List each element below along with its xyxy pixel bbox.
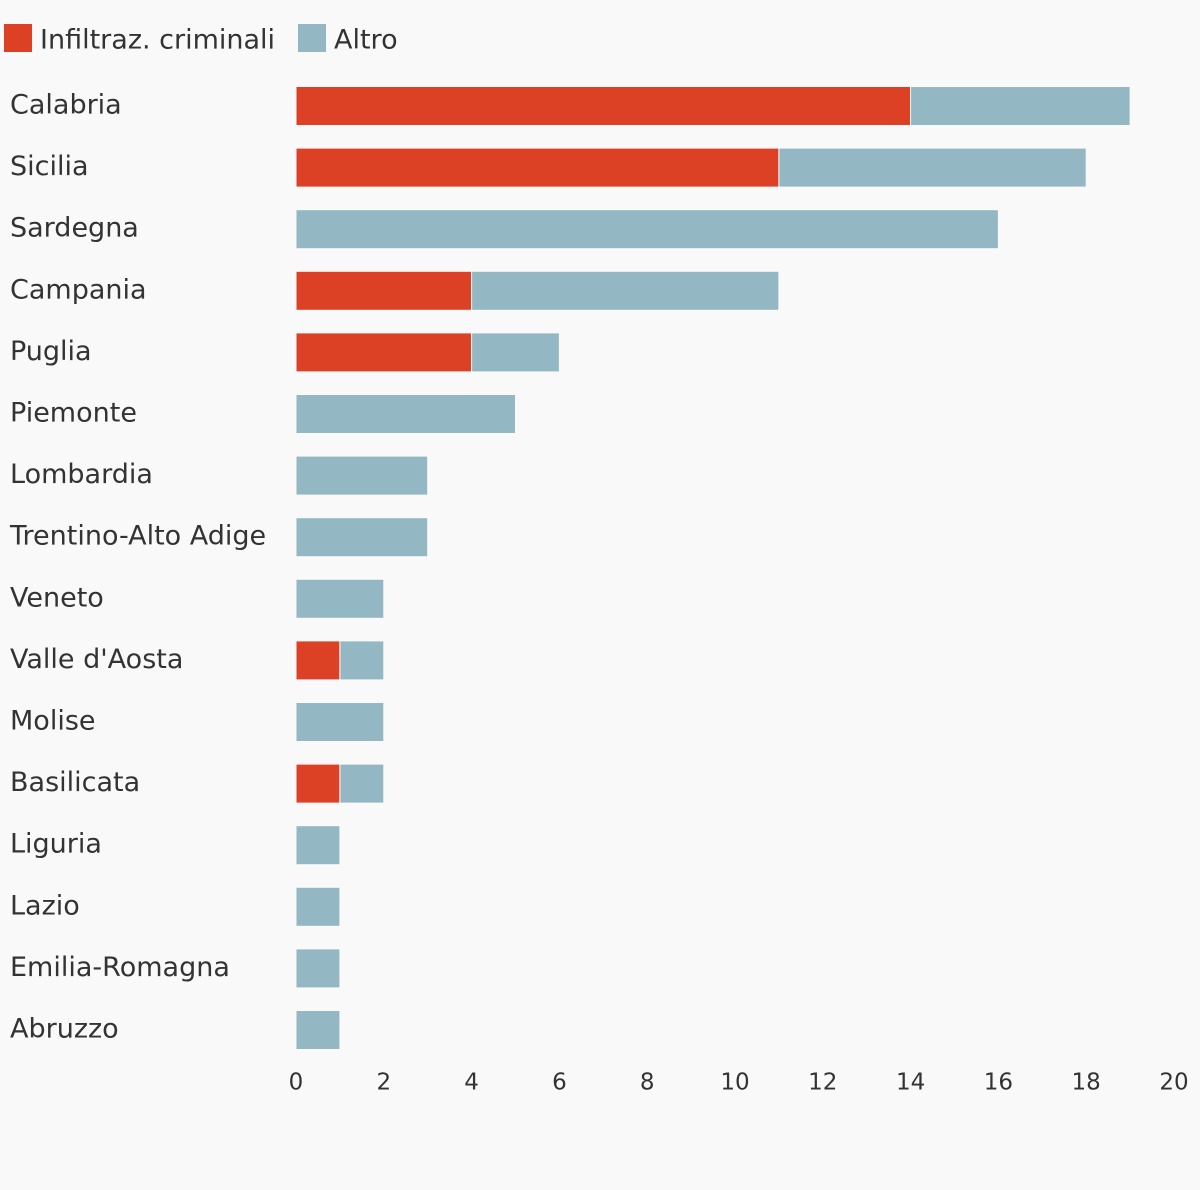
bar-basilicata-altro xyxy=(339,763,385,804)
x-tick-label-18: 18 xyxy=(1072,1070,1101,1096)
x-tick-label-0: 0 xyxy=(289,1070,304,1096)
bar-sicilia-infiltraz-criminali xyxy=(295,147,780,188)
category-label-emilia-romagna: Emilia-Romagna xyxy=(10,952,230,983)
x-tick-label-14: 14 xyxy=(896,1070,925,1096)
bar-emilia-romagna-altro xyxy=(295,948,341,989)
x-tick-label-16: 16 xyxy=(984,1070,1013,1096)
bars xyxy=(295,86,1131,1050)
category-label-piemonte: Piemonte xyxy=(10,398,137,429)
category-label-veneto: Veneto xyxy=(10,582,104,613)
category-label-sicilia: Sicilia xyxy=(10,151,89,182)
bar-lazio-altro xyxy=(295,886,341,927)
x-tick-label-4: 4 xyxy=(464,1070,479,1096)
bar-sicilia-altro xyxy=(778,147,1087,188)
category-label-molise: Molise xyxy=(10,706,96,737)
bar-campania-infiltraz-criminali xyxy=(295,270,473,311)
category-label-campania: Campania xyxy=(10,274,147,305)
bar-calabria-infiltraz-criminali xyxy=(295,86,912,126)
category-label-calabria: Calabria xyxy=(10,90,122,121)
x-tick-label-2: 2 xyxy=(376,1070,391,1096)
bar-basilicata-infiltraz-criminali xyxy=(295,763,341,804)
legend-swatch-altro xyxy=(298,24,326,52)
bar-trentino-alto-adige-altro xyxy=(295,517,429,558)
x-tick-label-20: 20 xyxy=(1159,1070,1188,1096)
category-label-trentino-alto-adige: Trentino-Alto Adige xyxy=(9,521,266,552)
category-label-lombardia: Lombardia xyxy=(10,459,153,490)
category-label-liguria: Liguria xyxy=(10,829,102,860)
category-label-basilicata: Basilicata xyxy=(10,767,140,798)
bar-calabria-altro xyxy=(910,86,1131,126)
bar-valle-d-aosta-altro xyxy=(339,640,385,681)
category-label-valle-d-aosta: Valle d'Aosta xyxy=(10,644,183,675)
bar-piemonte-altro xyxy=(295,394,516,434)
bar-sardegna-altro xyxy=(295,209,999,250)
bar-liguria-altro xyxy=(295,825,341,866)
bar-valle-d-aosta-infiltraz-criminali xyxy=(295,640,341,681)
legend-swatch-infiltraz-criminali xyxy=(4,24,32,52)
x-tick-label-8: 8 xyxy=(640,1070,655,1096)
bar-puglia-infiltraz-criminali xyxy=(295,332,473,373)
x-tick-label-6: 6 xyxy=(552,1070,567,1096)
x-tick-label-12: 12 xyxy=(808,1070,837,1096)
bar-veneto-altro xyxy=(295,578,385,619)
x-axis: 0 2 4 6 8 10 12 14 16 18 20 xyxy=(289,1070,1189,1096)
category-label-puglia: Puglia xyxy=(10,336,92,367)
legend: Infiltraz. criminali Altro xyxy=(4,24,398,56)
category-label-sardegna: Sardegna xyxy=(10,213,139,244)
bar-lombardia-altro xyxy=(295,455,429,496)
category-label-abruzzo: Abruzzo xyxy=(10,1014,119,1045)
x-tick-label-10: 10 xyxy=(720,1070,749,1096)
bar-campania-altro xyxy=(471,270,780,311)
category-labels: Calabria Sicilia Sardegna Campania Puglia Pie… xyxy=(9,90,266,1045)
bar-abruzzo-altro xyxy=(295,1010,341,1050)
legend-label-altro: Altro xyxy=(334,25,398,56)
legend-label-infiltraz-criminali: Infiltraz. criminali xyxy=(40,25,275,56)
bar-puglia-altro xyxy=(471,332,560,373)
bar-molise-altro xyxy=(295,702,385,742)
category-label-lazio: Lazio xyxy=(10,890,80,921)
